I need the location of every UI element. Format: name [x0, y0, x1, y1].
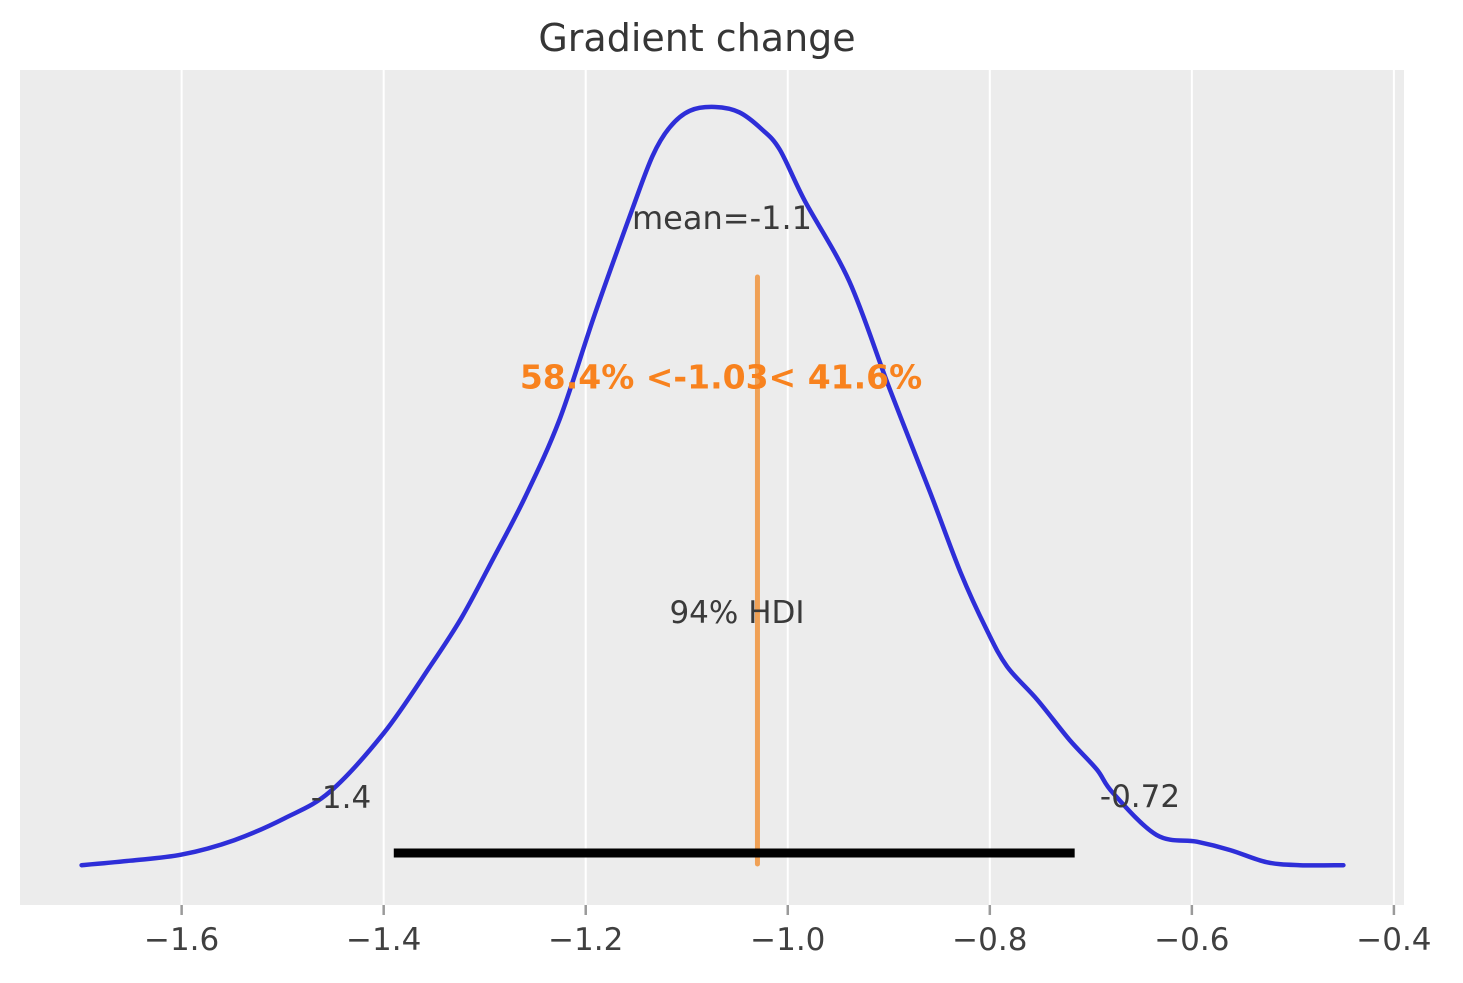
mean-label: mean=-1.1	[632, 199, 812, 237]
reference-interval-label: 58.4% <-1.03< 41.6%	[519, 357, 923, 397]
plot-background	[20, 70, 1404, 905]
x-tick-label: −1.0	[750, 922, 825, 958]
kde-curve	[79, 104, 1346, 868]
x-tick-label: −1.2	[548, 922, 623, 958]
x-tick-label: −1.4	[346, 922, 421, 958]
x-tick-label: −1.6	[144, 922, 219, 958]
x-tick-label: −0.8	[952, 922, 1027, 958]
x-tick-label: −0.6	[1154, 922, 1229, 958]
hdi-upper-label: -0.72	[1099, 779, 1181, 815]
chart-title: Gradient change	[538, 16, 856, 60]
x-tick-label: −0.4	[1356, 922, 1431, 958]
hdi-probability-label: 94% HDI	[669, 595, 805, 631]
hdi-lower-label: -1.4	[310, 780, 372, 816]
